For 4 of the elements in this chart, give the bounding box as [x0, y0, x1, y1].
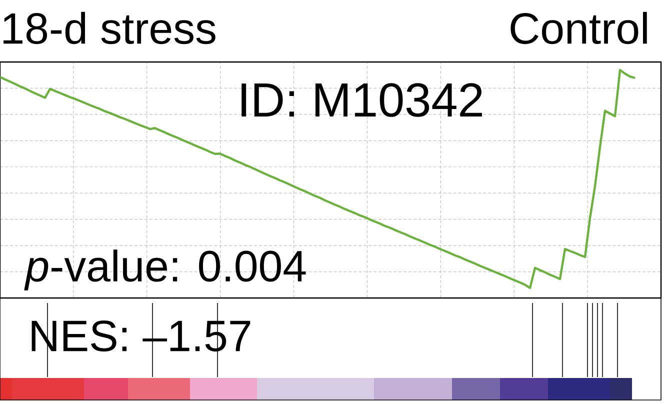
text: Control — [510, 12, 647, 44]
annotation: ID: M10342 — [242, 83, 482, 117]
annotation: p-value: 0.004 — [24, 250, 306, 290]
text: 18-d stress — [4, 12, 216, 44]
